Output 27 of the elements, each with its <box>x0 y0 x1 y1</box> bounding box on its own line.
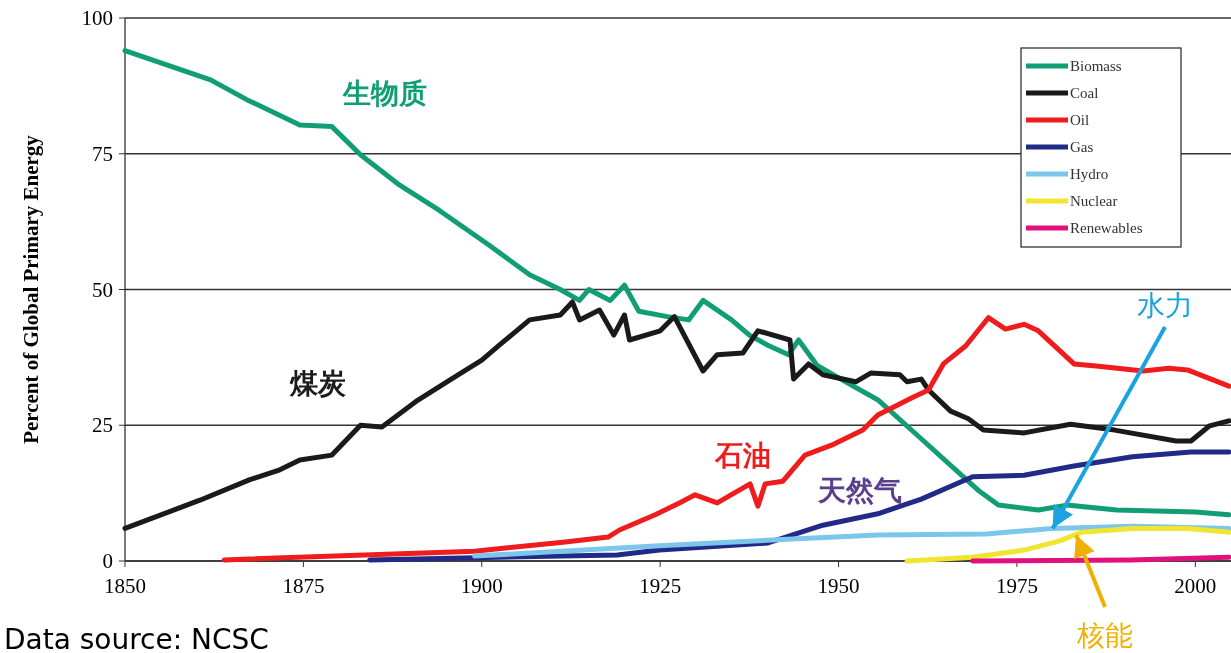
x-tick-label: 1925 <box>639 574 682 598</box>
legend-label: Coal <box>1070 85 1099 101</box>
legend-label: Biomass <box>1070 58 1122 74</box>
legend-label: Oil <box>1070 112 1090 128</box>
y-tick-label: 50 <box>92 277 113 302</box>
annotation: 石油 <box>714 439 771 472</box>
annotation: 水力 <box>1137 289 1193 322</box>
x-tick-label: 1875 <box>282 574 325 598</box>
x-tick-label: 1975 <box>995 574 1038 598</box>
source-note: Data source: NCSC <box>4 623 269 653</box>
annotation: 核能 <box>1076 619 1133 652</box>
y-tick-label: 0 <box>102 549 113 573</box>
x-tick-label: 2000 <box>1174 574 1217 598</box>
y-axis-title: Percent of Global Primary Energy <box>19 134 43 444</box>
x-tick-label: 1950 <box>817 574 860 598</box>
legend-label: Nuclear <box>1070 193 1118 209</box>
legend-label: Renewables <box>1070 220 1143 236</box>
annotation: 煤炭 <box>289 367 346 400</box>
x-tick-label: 1900 <box>460 574 503 598</box>
y-tick-label: 75 <box>92 141 113 166</box>
annotation: 生物质 <box>342 77 427 110</box>
y-tick-label: 25 <box>92 413 113 438</box>
annotation: 天然气 <box>817 474 902 507</box>
x-tick-label: 1850 <box>104 574 146 598</box>
legend-label: Gas <box>1070 139 1094 155</box>
legend-label: Hydro <box>1070 166 1109 182</box>
y-tick-label: 100 <box>81 6 113 30</box>
